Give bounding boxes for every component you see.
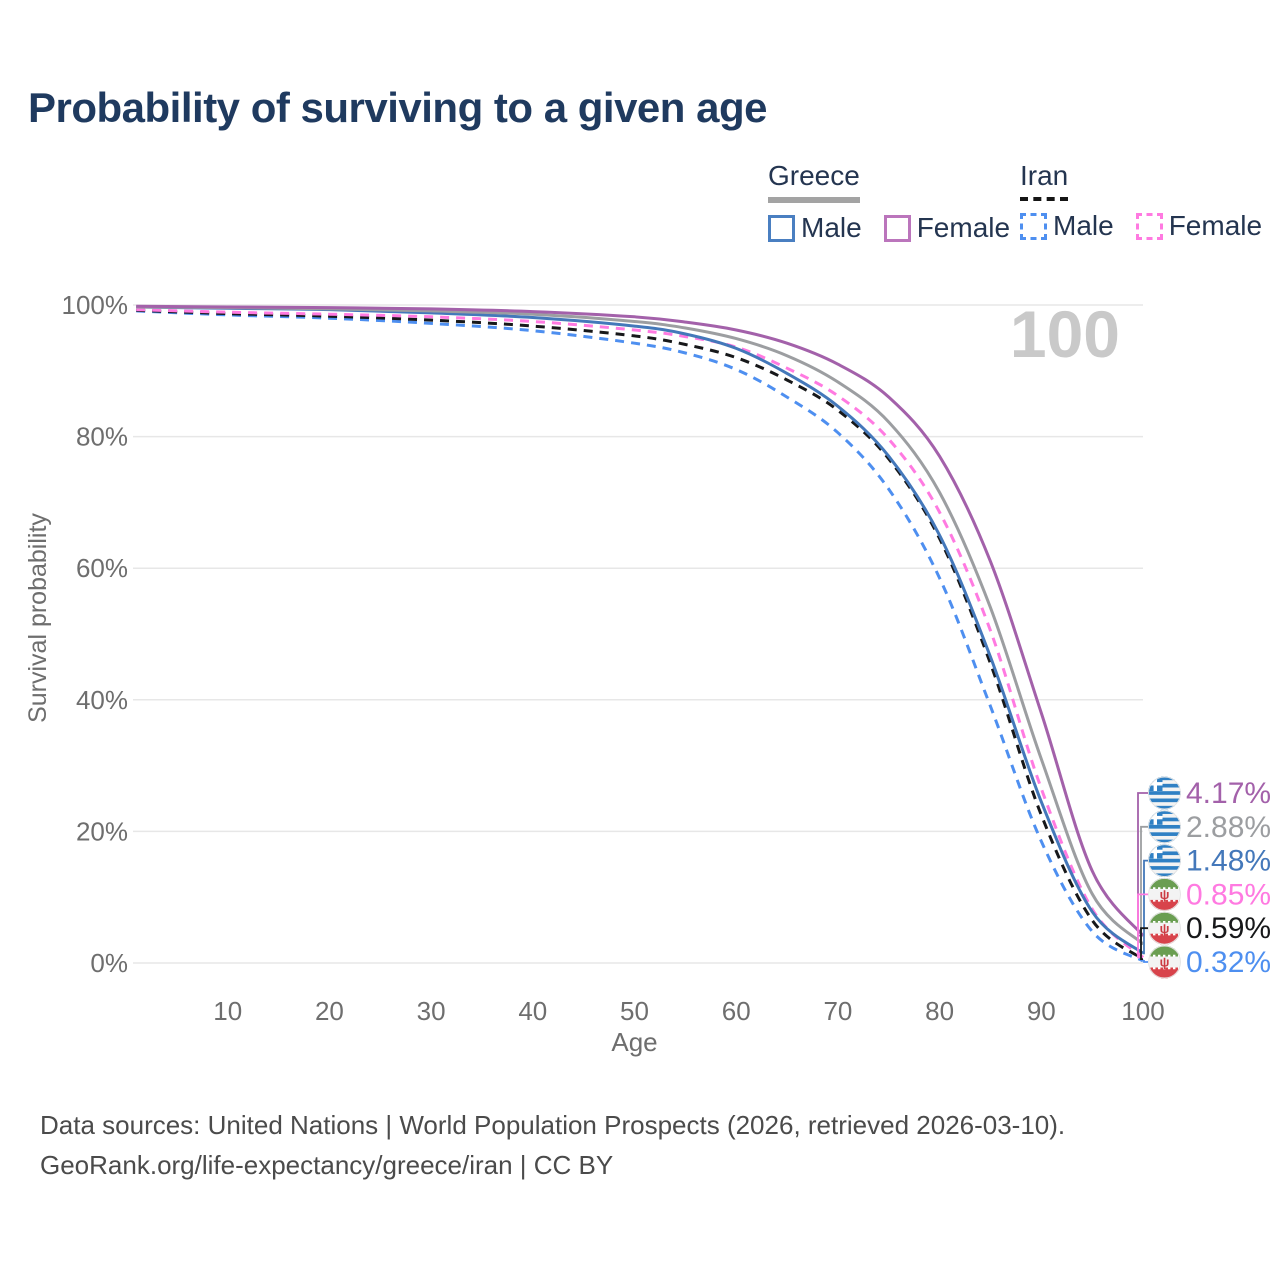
svg-text:ψ: ψ: [1160, 921, 1170, 936]
legend-country-label-greece: Greece: [768, 160, 860, 203]
x-tick-label: 70: [823, 996, 852, 1026]
y-tick-label: 0%: [90, 948, 128, 978]
x-tick-label: 10: [213, 996, 242, 1026]
legend-swatch-greece-male: [768, 214, 795, 242]
leader-greece-male: [1143, 859, 1148, 955]
curve-greece-male: [136, 305, 1144, 955]
leader-greece-both: [1140, 825, 1148, 945]
age-watermark: 100: [1010, 297, 1120, 371]
flag-iran-icon: ψ: [1148, 911, 1181, 945]
y-tick-label: 60%: [76, 553, 128, 583]
curve-iran-male: [136, 309, 1144, 963]
legend-items-greece: Male Female: [768, 212, 1010, 244]
flag-greece-icon: [1148, 844, 1181, 878]
legend-item-label: Male: [1053, 210, 1114, 241]
end-label-greece-male: 1.48%: [1186, 845, 1271, 878]
x-axis-title: Age: [611, 1027, 657, 1057]
end-label-greece-female: 4.17%: [1186, 777, 1271, 810]
curve-greece-female: [136, 304, 1145, 937]
y-tick-label: 40%: [76, 685, 128, 715]
chart-title: Probability of surviving to a given age: [28, 84, 767, 131]
end-label-greece-both: 2.88%: [1186, 811, 1271, 844]
x-tick-label: 80: [925, 996, 954, 1026]
end-label-iran-male: 0.32%: [1186, 946, 1271, 979]
leader-greece-female: [1137, 792, 1148, 937]
x-tick-label: 40: [518, 996, 547, 1026]
legend-swatch-iran-female: [1135, 212, 1163, 240]
leader-iran-both: [1140, 927, 1148, 960]
end-label-iran-both: 0.59%: [1186, 912, 1271, 945]
legend-item-label: Female: [1168, 210, 1263, 241]
legend-country-label-iran: Iran: [1020, 160, 1069, 201]
end-label-iran-female: 0.85%: [1186, 878, 1271, 911]
x-tick-label: 20: [315, 996, 344, 1026]
legend-group-iran: Iran Male Female: [1020, 160, 1262, 242]
x-tick-label: 100: [1121, 996, 1164, 1026]
legend-item-greece-male[interactable]: Male: [768, 212, 862, 244]
y-tick-label: 20%: [76, 816, 128, 846]
leader-iran-female: [1137, 893, 1148, 959]
legend-item-iran-male[interactable]: Male: [1020, 210, 1114, 242]
y-tick-label: 80%: [76, 422, 128, 452]
legend-item-label: Female: [916, 212, 1011, 243]
flag-iran-icon: ψ: [1148, 877, 1181, 911]
legend-item-iran-female[interactable]: Female: [1135, 210, 1263, 242]
leader-iran-male: [1143, 960, 1148, 963]
legend-swatch-greece-female: [883, 214, 911, 242]
legend-country-greece[interactable]: Greece: [768, 160, 1010, 203]
footer: Data sources: United Nations | World Pop…: [40, 1105, 1065, 1186]
x-tick-label: 50: [620, 996, 649, 1026]
svg-text:ψ: ψ: [1160, 955, 1170, 970]
legend-items-iran: Male Female: [1020, 210, 1262, 242]
legend-group-greece: Greece Male Female: [768, 160, 1010, 244]
legend-country-iran[interactable]: Iran: [1020, 160, 1262, 201]
y-tick-label: 100%: [62, 290, 129, 320]
legend-swatch-iran-male: [1020, 212, 1047, 240]
flag-greece-icon: [1148, 776, 1181, 810]
y-axis-title: Survival probability: [24, 513, 52, 723]
flag-greece-icon: [1148, 810, 1181, 844]
footer-sources-line: Data sources: United Nations | World Pop…: [40, 1110, 1066, 1140]
flag-iran-icon: ψ: [1148, 945, 1181, 979]
x-tick-label: 60: [722, 996, 751, 1026]
x-tick-label: 90: [1027, 996, 1056, 1026]
curve-iran-both: [136, 308, 1144, 961]
legend-item-greece-female[interactable]: Female: [883, 212, 1011, 244]
curve-greece-both: [136, 305, 1145, 946]
footer-attribution-line: GeoRank.org/life-expectancy/greece/iran …: [40, 1150, 614, 1181]
x-tick-label: 30: [417, 996, 446, 1026]
svg-text:ψ: ψ: [1160, 887, 1170, 902]
legend-item-label: Male: [801, 212, 862, 243]
curve-iran-female: [136, 308, 1145, 959]
